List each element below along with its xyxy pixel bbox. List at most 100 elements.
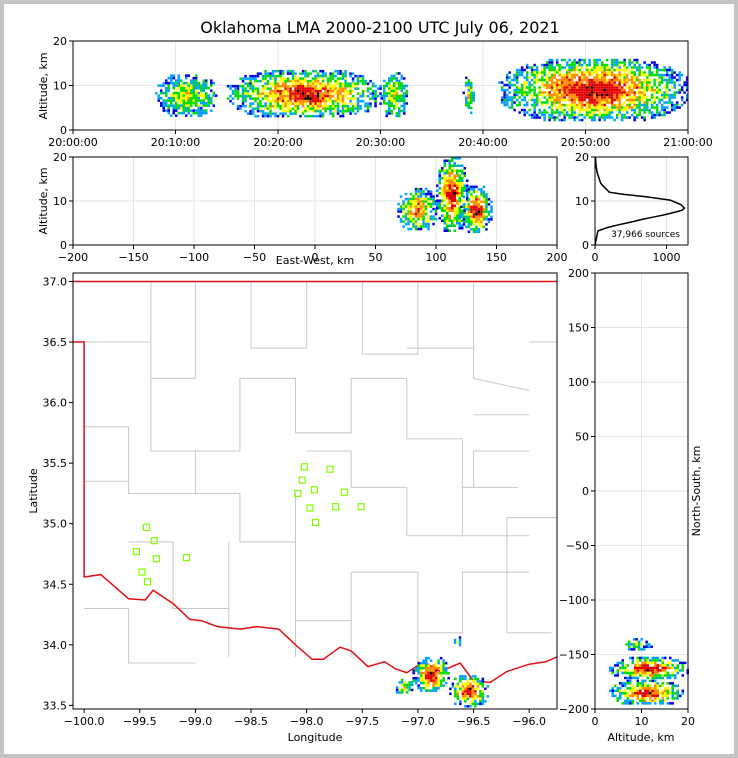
time-source-cell bbox=[354, 82, 357, 85]
time-source-cell bbox=[331, 112, 335, 115]
time-source-cell bbox=[605, 111, 609, 114]
ew-source-cell bbox=[422, 210, 425, 213]
ew-source-cell bbox=[480, 215, 483, 219]
time-source-cell bbox=[374, 89, 377, 93]
ns-source-cell bbox=[616, 661, 619, 665]
time-source-cell bbox=[608, 116, 611, 119]
time-source-cell bbox=[274, 102, 277, 105]
ew-source-cell bbox=[490, 215, 493, 219]
time-source-cell bbox=[472, 91, 475, 95]
time-source-cell bbox=[533, 98, 536, 102]
map-source-cell bbox=[444, 666, 448, 670]
time-source-cell bbox=[598, 111, 601, 114]
time-source-cell bbox=[638, 103, 641, 107]
time-source-cell bbox=[560, 81, 564, 84]
time-source-cell bbox=[605, 93, 609, 97]
time-source-cell bbox=[620, 116, 624, 119]
ew-source-cell bbox=[407, 215, 410, 218]
map-source-cell bbox=[403, 686, 406, 689]
time-source-cell bbox=[284, 94, 287, 98]
time-source-cell bbox=[269, 74, 272, 78]
time-source-cell bbox=[296, 89, 300, 93]
ns-source-cell bbox=[674, 669, 677, 672]
ns-source-cell bbox=[639, 692, 642, 695]
ns-source-cell bbox=[674, 684, 677, 688]
ew-source-cell bbox=[472, 218, 476, 221]
time-source-cell bbox=[207, 104, 210, 107]
time-source-cell bbox=[349, 102, 352, 105]
time-source-cell bbox=[618, 76, 621, 79]
time-source-cell bbox=[658, 68, 661, 72]
time-source-cell bbox=[291, 97, 295, 100]
lma-station-marker bbox=[310, 486, 318, 494]
ns-source-cell bbox=[671, 694, 674, 698]
time-source-cell bbox=[388, 79, 391, 83]
ns-source-cell bbox=[656, 694, 659, 698]
time-source-cell bbox=[543, 108, 546, 112]
time-source-cell bbox=[553, 91, 556, 94]
time-source-cell bbox=[465, 81, 468, 85]
time-source-cell bbox=[175, 106, 178, 110]
time-source-cell bbox=[558, 78, 561, 82]
time-source-cell bbox=[388, 92, 391, 95]
ew-source-cell bbox=[451, 189, 454, 192]
map-source-cell bbox=[471, 685, 475, 688]
ns-source-cell bbox=[626, 694, 629, 698]
time-source-cell bbox=[573, 111, 576, 114]
time-source-cell bbox=[200, 111, 203, 115]
map-source-cell bbox=[464, 700, 467, 703]
ew-source-cell bbox=[448, 184, 451, 187]
time-source-cell bbox=[316, 82, 320, 85]
time-source-cell bbox=[339, 72, 342, 75]
ew-source-cell bbox=[448, 164, 451, 167]
time-source-cell bbox=[600, 101, 604, 104]
time-source-cell bbox=[508, 83, 511, 87]
time-source-cell bbox=[585, 91, 589, 94]
time-source-cell bbox=[271, 94, 275, 98]
ns-source-cell bbox=[669, 682, 672, 685]
ew-source-cell bbox=[456, 209, 459, 212]
map-source-cell bbox=[434, 674, 438, 677]
time-source-cell bbox=[364, 82, 367, 85]
ew-source-cell bbox=[482, 225, 486, 229]
time-source-cell bbox=[388, 94, 391, 98]
time-source-cell bbox=[311, 87, 315, 90]
time-source-cell bbox=[573, 71, 576, 74]
time-source-cell bbox=[395, 99, 398, 103]
time-source-cell bbox=[520, 83, 524, 87]
ns-source-cell bbox=[637, 645, 641, 649]
ew-source-cell bbox=[475, 208, 478, 211]
ew-source-cell bbox=[414, 200, 418, 203]
time-source-cell bbox=[393, 99, 396, 103]
ew-source-cell bbox=[407, 197, 410, 201]
time-source-cell bbox=[202, 109, 205, 112]
map-source-cell bbox=[414, 669, 418, 672]
time-source-cell bbox=[212, 91, 215, 95]
ew-source-cell bbox=[456, 212, 459, 215]
ew-source-cell bbox=[467, 208, 471, 211]
state-boundary-line bbox=[73, 280, 557, 684]
ew-source-cell bbox=[465, 220, 468, 224]
time-source-cell bbox=[580, 76, 584, 79]
time-source-cell bbox=[395, 114, 398, 118]
time-source-cell bbox=[467, 104, 470, 107]
time-source-cell bbox=[568, 68, 571, 72]
ew-source-cell bbox=[419, 190, 423, 193]
time-source-cell bbox=[563, 96, 566, 99]
map-source-cell bbox=[437, 659, 440, 662]
time-source-cell bbox=[385, 82, 388, 85]
time-source-cell bbox=[673, 71, 676, 74]
time-source-cell bbox=[613, 86, 616, 89]
ns-source-cell bbox=[661, 659, 664, 662]
time-source-cell bbox=[336, 92, 340, 95]
time-source-cell bbox=[264, 92, 267, 95]
ew-source-cell bbox=[446, 192, 449, 195]
ew-source-cell bbox=[470, 195, 473, 199]
time-source-cell bbox=[334, 107, 337, 110]
time-source-cell bbox=[673, 91, 676, 94]
lma-station-marker bbox=[312, 518, 320, 527]
map-source-cell bbox=[419, 661, 423, 665]
map-source-cell bbox=[479, 680, 482, 683]
time-source-cell bbox=[316, 74, 320, 78]
ns-source-cell bbox=[661, 702, 664, 705]
